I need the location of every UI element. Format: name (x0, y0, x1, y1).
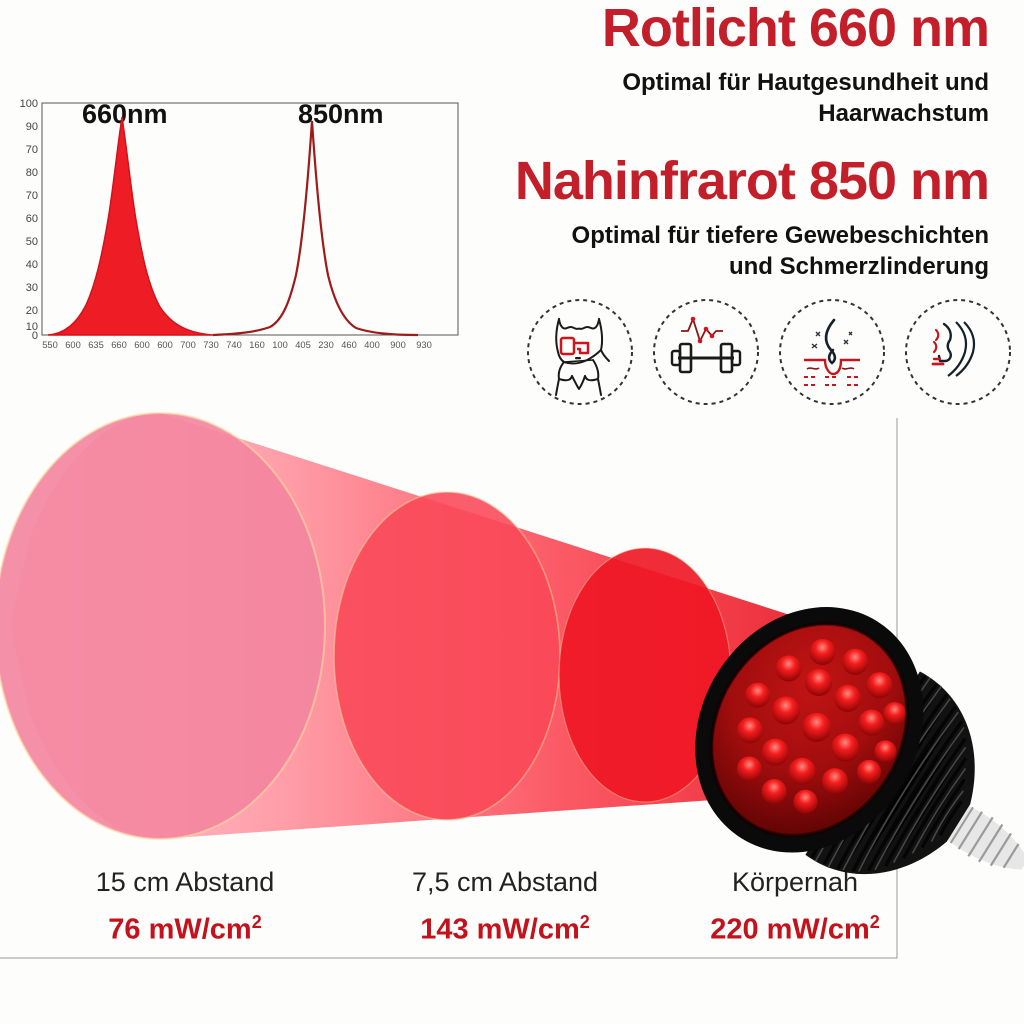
svg-text:80: 80 (26, 167, 38, 179)
svg-text:700: 700 (180, 340, 196, 350)
svg-text:405: 405 (295, 340, 311, 350)
svg-text:600: 600 (157, 340, 173, 350)
svg-text:230: 230 (318, 340, 334, 350)
svg-text:600: 600 (134, 340, 150, 350)
svg-text:0: 0 (32, 330, 38, 342)
svg-text:20: 20 (26, 305, 38, 317)
svg-text:600: 600 (65, 340, 81, 350)
svg-text:460: 460 (341, 340, 357, 350)
svg-text:740: 740 (226, 340, 242, 350)
svg-text:660: 660 (111, 340, 127, 350)
svg-text:90: 90 (26, 121, 38, 133)
svg-text:900: 900 (390, 340, 406, 350)
svg-text:930: 930 (416, 340, 432, 350)
svg-text:635: 635 (88, 340, 104, 350)
svg-text:60: 60 (26, 213, 38, 225)
svg-text:400: 400 (364, 340, 380, 350)
svg-text:70: 70 (26, 144, 38, 156)
svg-text:70: 70 (26, 190, 38, 202)
svg-text:550: 550 (42, 340, 58, 350)
svg-text:660nm: 660nm (82, 99, 168, 129)
svg-text:730: 730 (203, 340, 219, 350)
svg-text:40: 40 (26, 259, 38, 271)
svg-text:50: 50 (26, 236, 38, 248)
svg-text:100: 100 (20, 98, 38, 110)
svg-text:100: 100 (272, 340, 288, 350)
svg-text:160: 160 (249, 340, 265, 350)
svg-text:30: 30 (26, 282, 38, 294)
